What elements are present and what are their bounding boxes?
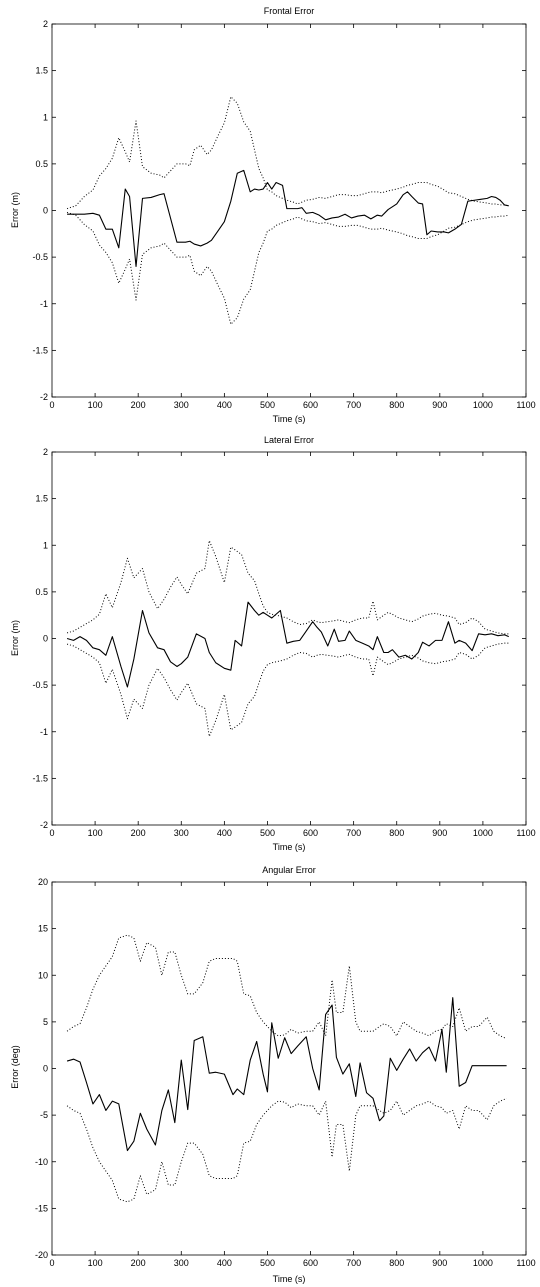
angular-error-x-tick-label: 700 xyxy=(346,1258,361,1268)
frontal-error-x-tick-label: 900 xyxy=(432,400,447,410)
lateral-error-series-mean-line xyxy=(66,601,509,688)
angular-error-x-tick-label: 600 xyxy=(303,1258,318,1268)
frontal-error-panel: Frontal Error Error (m) Time (s) 0 100 200… xyxy=(10,6,536,424)
angular-error-x-tick-label: 200 xyxy=(131,1258,146,1268)
frontal-error-x-tick-label: 400 xyxy=(217,400,232,410)
angular-error-x-tick-label: 400 xyxy=(217,1258,232,1268)
lateral-error-y-tick-label: 1.5 xyxy=(35,494,48,504)
angular-error-series-bound-1-line xyxy=(66,934,507,1040)
angular-error-y-tick-label: 15 xyxy=(38,924,48,934)
lateral-error-y-tick-label: -1 xyxy=(40,727,48,737)
lateral-error-panel: Lateral Error Error (m) Time (s) 0 100 200… xyxy=(10,435,536,852)
angular-error-series-bound-2-line xyxy=(66,1097,507,1203)
frontal-error-series-bound-1-line xyxy=(66,96,509,210)
angular-error-x-tick-label: 300 xyxy=(174,1258,189,1268)
frontal-error-y-tick-label: 1.5 xyxy=(35,66,48,76)
frontal-error-y-tick-label: -1.5 xyxy=(32,345,48,355)
angular-error-x-tick-label: 0 xyxy=(49,1258,54,1268)
lateral-error-x-tick-label: 900 xyxy=(432,828,447,838)
angular-error-x-tick-label: 800 xyxy=(389,1258,404,1268)
lateral-error-x-tick-label: 600 xyxy=(303,828,318,838)
frontal-error-series-mean-line xyxy=(67,169,509,268)
lateral-error-y-tick-label: -2 xyxy=(40,820,48,830)
angular-error-y-axis-label: Error (deg) xyxy=(10,1045,20,1089)
frontal-error-y-tick-label: -2 xyxy=(40,392,48,402)
frontal-error-x-tick-label: 500 xyxy=(260,400,275,410)
frontal-error-x-tick-label: 700 xyxy=(346,400,361,410)
lateral-error-x-tick-label: 0 xyxy=(49,828,54,838)
angular-error-y-tick-label: 10 xyxy=(38,970,48,980)
frontal-error-y-axis-label: Error (m) xyxy=(10,192,20,228)
angular-error-x-tick-label: 1000 xyxy=(473,1258,493,1268)
lateral-error-series-bound-1-line xyxy=(66,540,509,635)
lateral-error-x-tick-label: 400 xyxy=(217,828,232,838)
lateral-error-x-axis-label: Time (s) xyxy=(273,842,306,852)
lateral-error-y-tick-label: -0.5 xyxy=(32,680,48,690)
angular-error-y-tick-label: 0 xyxy=(43,1064,48,1074)
frontal-error-x-tick-label: 800 xyxy=(389,400,404,410)
lateral-error-title: Lateral Error xyxy=(264,435,314,445)
angular-error-axes-frame xyxy=(51,881,527,1256)
frontal-error-y-tick-label: -1 xyxy=(40,299,48,309)
angular-error-y-tick-label: -20 xyxy=(35,1250,48,1260)
lateral-error-axes-frame xyxy=(51,451,527,826)
angular-error-x-tick-label: 100 xyxy=(88,1258,103,1268)
lateral-error-x-tick-label: 500 xyxy=(260,828,275,838)
lateral-error-x-tick-label: 300 xyxy=(174,828,189,838)
frontal-error-series-bound-2-line xyxy=(66,211,509,325)
angular-error-y-tick-label: 20 xyxy=(38,877,48,887)
frontal-error-y-tick-label: 2 xyxy=(43,19,48,29)
angular-error-y-tick-label: 5 xyxy=(43,1017,48,1027)
lateral-error-x-tick-label: 100 xyxy=(88,828,103,838)
angular-error-y-tick-label: -5 xyxy=(40,1110,48,1120)
lateral-error-x-tick-label: 800 xyxy=(389,828,404,838)
angular-error-panel: Angular Error Error (deg) Time (s) 0 100 2… xyxy=(10,865,536,1284)
frontal-error-x-axis-label: Time (s) xyxy=(273,414,306,424)
frontal-error-x-tick-label: 0 xyxy=(49,400,54,410)
lateral-error-x-tick-label: 1000 xyxy=(473,828,493,838)
frontal-error-x-tick-label: 300 xyxy=(174,400,189,410)
frontal-error-y-tick-label: 0 xyxy=(43,206,48,216)
lateral-error-x-tick-label: 700 xyxy=(346,828,361,838)
lateral-error-y-tick-label: 1 xyxy=(43,540,48,550)
frontal-error-x-tick-label: 100 xyxy=(88,400,103,410)
frontal-error-title: Frontal Error xyxy=(264,6,315,16)
angular-error-x-tick-label: 1100 xyxy=(516,1258,535,1268)
lateral-error-x-tick-label: 1100 xyxy=(516,828,535,838)
angular-error-series-mean-line xyxy=(66,997,507,1152)
angular-error-x-axis-label: Time (s) xyxy=(273,1274,306,1284)
lateral-error-y-axis-label: Error (m) xyxy=(10,620,20,656)
angular-error-title: Angular Error xyxy=(262,865,316,875)
angular-error-y-tick-label: -10 xyxy=(35,1157,48,1167)
lateral-error-series-bound-2-line xyxy=(66,642,509,737)
lateral-error-y-tick-label: 0 xyxy=(43,634,48,644)
frontal-error-y-tick-label: 0.5 xyxy=(35,159,48,169)
lateral-error-y-tick-label: 2 xyxy=(43,447,48,457)
angular-error-x-tick-label: 500 xyxy=(260,1258,275,1268)
angular-error-x-tick-label: 900 xyxy=(432,1258,447,1268)
lateral-error-y-tick-label: -1.5 xyxy=(32,773,48,783)
lateral-error-x-tick-label: 200 xyxy=(131,828,146,838)
frontal-error-x-tick-label: 600 xyxy=(303,400,318,410)
angular-error-y-tick-label: -15 xyxy=(35,1203,48,1213)
frontal-error-x-tick-label: 1100 xyxy=(516,400,535,410)
frontal-error-y-tick-label: -0.5 xyxy=(32,252,48,262)
frontal-error-y-tick-label: 1 xyxy=(43,112,48,122)
frontal-error-x-tick-label: 1000 xyxy=(473,400,493,410)
lateral-error-y-tick-label: 0.5 xyxy=(35,587,48,597)
frontal-error-x-tick-label: 200 xyxy=(131,400,146,410)
